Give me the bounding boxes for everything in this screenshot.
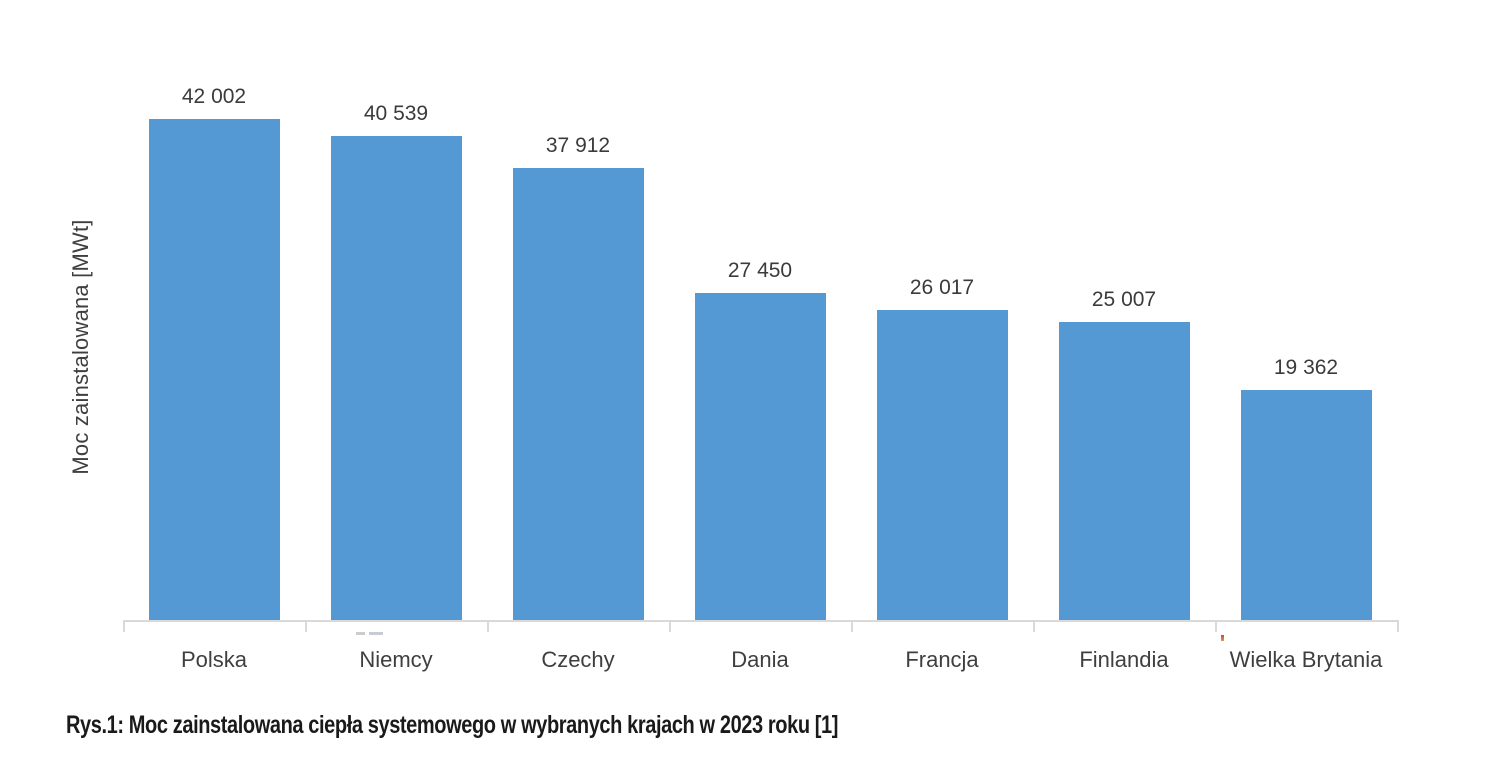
bar-dania [694, 293, 826, 621]
x-axis-label-finlandia: Finlandia [1079, 647, 1169, 672]
bar-czechy [512, 168, 644, 621]
value-label-niemcy: 40 539 [363, 102, 429, 125]
value-label-polska: 42 002 [181, 85, 247, 108]
value-label-finlandia: 25 007 [1091, 288, 1157, 311]
value-label-dania: 27 450 [727, 259, 793, 282]
bar-finlandia [1058, 322, 1190, 621]
x-axis-tick [851, 620, 853, 632]
y-axis-title: Moc zainstalowana [MWt] [68, 219, 93, 475]
x-axis-label-czechy: Czechy [541, 647, 615, 672]
x-axis-label-niemcy: Niemcy [359, 647, 433, 672]
bar-francja [876, 310, 1008, 621]
x-axis-label-francja: Francja [905, 647, 979, 672]
x-axis-tick [1397, 620, 1399, 632]
x-axis-label-dania: Dania [731, 647, 789, 672]
x-axis-label-wielka-brytania: Wielka Brytania [1229, 647, 1383, 672]
stray-mark-2 [369, 632, 383, 635]
figure-caption: Rys.1: Moc zainstalowana ciepła systemow… [66, 711, 839, 739]
x-axis-label-polska: Polska [180, 647, 248, 672]
x-axis-tick [669, 620, 671, 632]
value-label-francja: 26 017 [909, 276, 975, 299]
x-axis-tick [1033, 620, 1035, 632]
value-label-czechy: 37 912 [545, 134, 611, 157]
bar-niemcy [330, 136, 462, 621]
stray-mark-1 [356, 632, 365, 635]
x-axis-line [123, 620, 1399, 622]
x-axis-tick [1215, 620, 1217, 632]
value-label-wielka-brytania: 19 362 [1273, 356, 1339, 379]
bar-wielka-brytania [1240, 390, 1372, 621]
x-axis-tick [487, 620, 489, 632]
stray-mark-3 [1221, 635, 1224, 641]
x-axis-tick [123, 620, 125, 632]
bar-polska [148, 119, 280, 621]
x-axis-tick [305, 620, 307, 632]
